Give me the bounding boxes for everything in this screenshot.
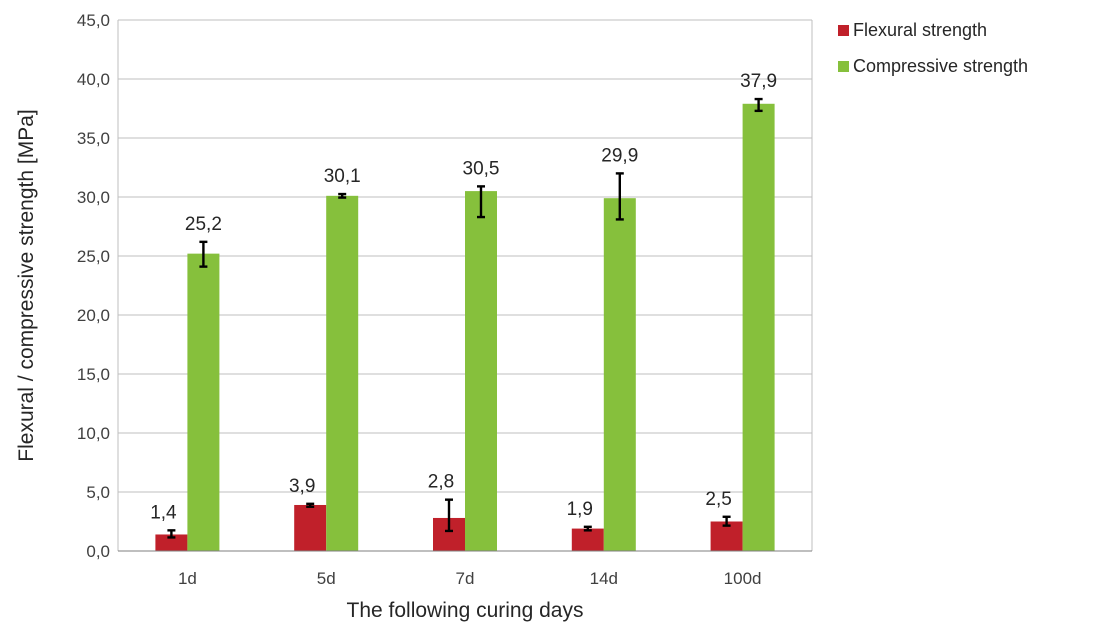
flexural-value-label: 2,5	[705, 489, 731, 510]
legend-item-flexural: Flexural strength	[838, 20, 987, 40]
y-tick-label: 20,0	[77, 306, 110, 325]
compressive-bar	[742, 103, 775, 551]
x-tick-label: 5d	[317, 569, 336, 588]
y-tick-label: 30,0	[77, 188, 110, 207]
compressive-error-bar	[477, 185, 485, 219]
legend-item-compressive: Compressive strength	[838, 56, 1028, 76]
y-axis-title: Flexural / compressive strength [MPa]	[15, 109, 38, 461]
flexural-error-bar	[722, 515, 731, 527]
flexural-bar	[294, 504, 327, 551]
compressive-value-label: 25,2	[185, 214, 222, 235]
compressive-bar	[187, 253, 220, 551]
y-tick-label: 5,0	[86, 483, 110, 502]
flexural-error-bar	[583, 525, 592, 532]
data-labels: 1,4 25,2 3,9 30,1 2,8 30,5 1,9 29,9 2,5 37,9	[150, 71, 777, 523]
flexural-error-bar	[306, 502, 315, 508]
legend-label: Compressive strength	[853, 56, 1028, 76]
x-axis-title: The following curing days	[347, 599, 584, 622]
compressive-value-label: 30,1	[324, 166, 361, 187]
y-tick-label: 25,0	[77, 247, 110, 266]
legend: Flexural strength Compressive strength	[838, 20, 1028, 76]
compressive-error-bar	[754, 97, 763, 113]
compressive-bar	[326, 195, 359, 551]
flexural-bar	[155, 534, 188, 551]
compressive-error-bar	[199, 240, 208, 268]
compressive-value-label: 30,5	[463, 158, 500, 179]
compressive-value-label: 37,9	[740, 71, 777, 92]
legend-swatch	[838, 25, 849, 36]
compressive-bar	[603, 198, 636, 551]
flexural-value-label: 1,4	[150, 502, 177, 523]
y-tick-label: 45,0	[77, 11, 110, 30]
y-tick-label: 10,0	[77, 424, 110, 443]
legend-swatch	[838, 61, 849, 72]
y-tick-label: 0,0	[86, 542, 110, 561]
tick-labels: 0,0 5,0 10,0 15,0 20,0 25,0 30,0 35,0 40,0 45,0 1d…	[77, 11, 762, 588]
y-tick-label: 40,0	[77, 70, 110, 89]
flexural-bar	[571, 528, 604, 551]
flexural-error-bar	[167, 529, 176, 539]
x-tick-label: 14d	[590, 569, 618, 588]
x-tick-label: 7d	[456, 569, 475, 588]
x-tick-label: 1d	[178, 569, 197, 588]
flexural-value-label: 3,9	[289, 476, 315, 497]
error-bars	[167, 97, 763, 539]
flexural-error-bar	[445, 498, 453, 533]
x-tick-label: 100d	[724, 569, 762, 588]
compressive-error-bar	[338, 192, 347, 199]
legend-label: Flexural strength	[853, 20, 987, 40]
compressive-value-label: 29,9	[601, 145, 638, 166]
flexural-value-label: 2,8	[428, 472, 454, 493]
y-tick-label: 35,0	[77, 129, 110, 148]
compressive-bar	[465, 191, 497, 551]
y-tick-label: 15,0	[77, 365, 110, 384]
flexural-value-label: 1,9	[567, 499, 593, 520]
compressive-error-bar	[615, 172, 624, 221]
